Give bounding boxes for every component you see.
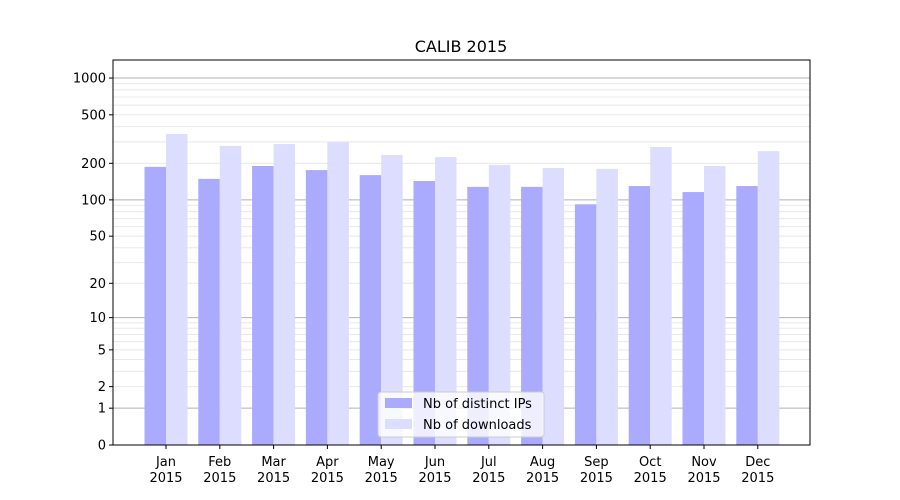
bar-downloads (757, 151, 780, 445)
bar-downloads (166, 134, 188, 445)
bar-downloads (542, 168, 565, 445)
bar-downloads (327, 142, 349, 445)
bar-distinct-ips (198, 178, 220, 445)
bar-distinct-ips (467, 186, 489, 445)
y-tick-label: 100 (81, 193, 106, 208)
y-tick-label: 1 (98, 402, 106, 417)
y-tick-label: 1000 (73, 72, 106, 87)
bar-downloads (596, 168, 618, 445)
y-tick-label: 10 (89, 311, 106, 326)
bar-downloads (273, 144, 296, 445)
y-axis: 0 1 2 5 10 20 50 100 200 500 1000 (73, 72, 113, 454)
y-tick-label: 5 (98, 343, 106, 358)
x-tick-label: Feb 2015 (203, 455, 236, 486)
x-tick-label: Apr 2015 (311, 455, 344, 486)
x-tick-label: Mar 2015 (257, 455, 290, 486)
bar-downloads (704, 166, 726, 446)
bar-downloads (219, 145, 242, 446)
y-tick-label: 20 (89, 277, 106, 292)
bar-downloads (488, 164, 511, 445)
x-tick-label: Jun 2015 (418, 455, 451, 486)
x-tick-label: Sep 2015 (580, 455, 613, 486)
bar-distinct-ips (413, 181, 435, 445)
bar-downloads (650, 147, 672, 445)
plot-frame (112, 59, 811, 446)
x-tick-label: Jan 2015 (149, 455, 182, 486)
x-tick-label: Oct 2015 (634, 455, 667, 486)
bar-distinct-ips (305, 170, 328, 445)
bars (144, 134, 780, 446)
bar-distinct-ips (144, 166, 166, 446)
bar-distinct-ips (628, 186, 651, 445)
legend-swatch-downloads (385, 419, 412, 429)
bar-distinct-ips (521, 186, 543, 445)
bar-downloads (435, 157, 457, 446)
y-tick-label: 2 (98, 380, 106, 395)
bar-distinct-ips (252, 166, 274, 446)
x-tick-label: Nov 2015 (687, 455, 720, 486)
x-tick-label: May 2015 (365, 455, 398, 486)
bar-distinct-ips (736, 186, 758, 445)
x-tick-label: Aug 2015 (526, 455, 559, 486)
legend-label-ips: Nb of distinct IPs (423, 397, 532, 412)
chart-title: CALIB 2015 (415, 37, 508, 56)
legend-swatch-ips (385, 398, 412, 408)
x-tick-label: Jul 2015 (472, 455, 505, 486)
y-tick-label: 200 (81, 157, 106, 172)
legend-box (377, 391, 545, 438)
x-tick-label: Dec 2015 (741, 455, 774, 486)
x-axis: Jan 2015 Feb 2015 Mar 2015 Apr 2015 May 2015 Jun 20… (149, 445, 774, 486)
legend-label-downloads: Nb of downloads (423, 418, 532, 433)
bar-distinct-ips (574, 204, 597, 445)
y-tick-label: 500 (81, 108, 106, 123)
y-tick-label: 0 (98, 439, 106, 454)
bar-distinct-ips (359, 175, 382, 445)
bar-distinct-ips (682, 192, 704, 445)
legend: Nb of distinct IPs Nb of downloads (377, 391, 545, 438)
y-tick-label: 50 (89, 230, 106, 245)
bar-downloads (381, 155, 403, 445)
